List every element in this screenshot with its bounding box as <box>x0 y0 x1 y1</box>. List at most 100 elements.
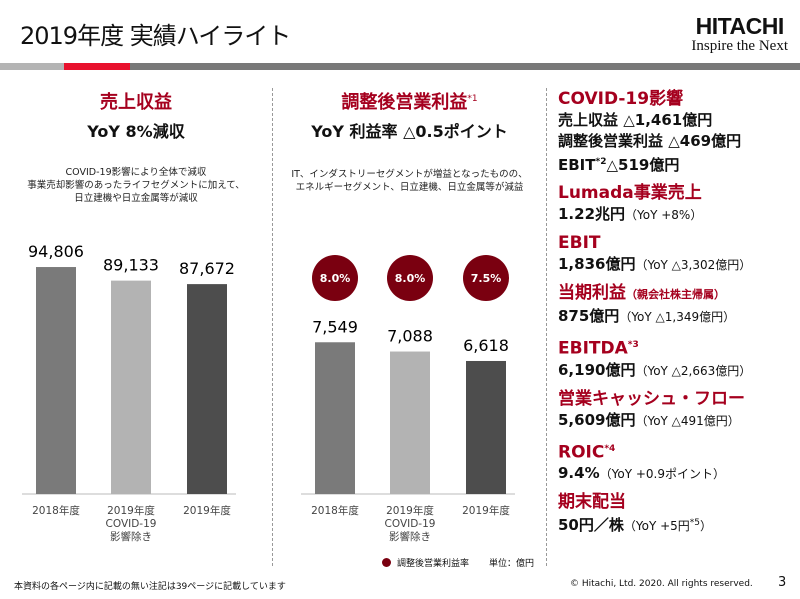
kpi-title: 営業キャッシュ・フロー <box>558 388 745 409</box>
kpi-value: 9.4%（YoY +0.9ポイント） <box>558 463 798 485</box>
kpi-value: 1.22兆円（YoY +8%） <box>558 204 798 226</box>
kpi-line: 売上収益 △1,461億円 <box>558 111 713 129</box>
t: △519億円 <box>606 156 680 174</box>
yoy: （YoY △3,302億円） <box>635 258 752 272</box>
category-label: COVID-19 <box>106 518 157 530</box>
t: 当期利益 <box>558 283 626 303</box>
bar <box>466 360 506 494</box>
footnote-mark: *3 <box>627 340 639 350</box>
t: EBITDA <box>558 338 628 359</box>
revenue-subheading: YoY 8%減収 <box>87 122 185 141</box>
category-label: 2019年度 <box>107 504 155 517</box>
v: 9.4% <box>558 464 600 483</box>
category-label: 影響除き <box>110 530 152 543</box>
kpi-title: EBIT <box>558 233 601 253</box>
divider <box>546 88 547 566</box>
category-label: 2019年度 <box>183 504 231 517</box>
hitachi-logo: HITACHI Inspire the Next <box>691 14 788 54</box>
revenue-note: COVID-19影響により全体で減収 事業売却影響のあったライフセグメントに加え… <box>0 166 272 205</box>
header-rule-red <box>64 63 130 70</box>
footer-note: 本資料の各ページ内に記載の無い注記は39ページに記載しています <box>14 582 286 592</box>
v: 1,836億円 <box>558 255 636 273</box>
v: 50円／株 <box>558 516 624 535</box>
kpi-title: EBITDA*3 <box>558 334 798 360</box>
yoy: （YoY △2,663億円） <box>635 363 752 378</box>
value-label: 87,672 <box>179 259 235 278</box>
value-label: 6,618 <box>463 336 509 355</box>
adj-op-income-note: IT、インダストリーセグメントが増益となったものの、 エネルギーセグメント、日立… <box>273 168 546 194</box>
bar <box>187 284 227 494</box>
category-label: 影響除き <box>389 530 431 543</box>
footnote-mark: *2 <box>595 157 607 167</box>
v: 6,190億円 <box>558 360 636 379</box>
value-label: 89,133 <box>103 256 159 275</box>
yoy: （YoY +5円*5） <box>623 518 713 534</box>
unit-label: 単位：億円 <box>489 559 535 569</box>
kpi-value: 1,836億円（YoY △3,302億円） <box>558 254 798 276</box>
page-number: 3 <box>778 575 787 590</box>
yoy: （YoY △1,349億円） <box>619 310 736 324</box>
heading-text: 調整後営業利益 <box>341 92 468 113</box>
logo-brand: HITACHI <box>695 13 785 39</box>
t: EBIT <box>558 156 596 174</box>
kpi-value: 875億円（YoY △1,349億円） <box>558 306 798 328</box>
note-line: 事業売却影響のあったライフセグメントに加えて、 <box>27 180 245 191</box>
t: （YoY +5円 <box>623 519 690 534</box>
t-small: （親会社株主帰属） <box>626 288 725 301</box>
bar <box>315 342 355 494</box>
value-label: 7,088 <box>387 327 433 346</box>
header-rule-gray <box>0 63 64 70</box>
legend-dot-icon <box>382 558 391 567</box>
yoy: （YoY △491億円） <box>635 413 740 428</box>
margin-circle <box>387 255 433 301</box>
category-label: COVID-19 <box>385 518 436 530</box>
kpi-line: EBIT*2△519億円 <box>558 152 798 176</box>
footnote-mark: *5 <box>689 518 701 529</box>
note-line: 日立建機や日立金属等が減収 <box>74 193 198 204</box>
adj-op-income-chart: 7,5492018年度8.0%7,0882019年度COVID-19影響除き8.… <box>301 255 515 543</box>
divider <box>272 88 273 566</box>
margin-label: 8.0% <box>320 272 351 285</box>
value-label: 7,549 <box>312 317 358 336</box>
category-label: 2018年度 <box>32 504 80 517</box>
kpi-line: 調整後営業利益 △469億円 <box>558 132 742 150</box>
copyright: © Hitachi, Ltd. 2020. All rights reserve… <box>570 579 753 589</box>
note-line: エネルギーセグメント、日立建機、日立金属等が減益 <box>295 182 524 193</box>
category-label: 2019年度 <box>386 504 434 517</box>
footnote-mark: *1 <box>467 94 478 104</box>
bar <box>36 267 76 494</box>
legend-label: 調整後営業利益率 <box>397 559 470 569</box>
kpi-list: COVID-19影響 売上収益 △1,461億円 調整後営業利益 △469億円 … <box>558 88 798 537</box>
bar <box>111 280 151 494</box>
margin-label: 7.5% <box>471 272 502 285</box>
v: 1.22兆円 <box>558 205 626 223</box>
note-line: COVID-19影響により全体で減収 <box>65 167 207 178</box>
footnote-mark: *4 <box>604 443 616 454</box>
bar <box>390 351 430 494</box>
v: 5,609億円 <box>558 410 636 429</box>
margin-label: 8.0% <box>395 272 426 285</box>
v: 875億円 <box>558 307 620 325</box>
kpi-value: 5,609億円（YoY △491億円） <box>558 410 798 432</box>
note-line: IT、インダストリーセグメントが増益となったものの、 <box>291 169 528 180</box>
t: ） <box>700 519 713 534</box>
adj-op-income-subheading: YoY 利益率 △0.5ポイント <box>311 122 508 141</box>
margin-circle <box>463 255 509 301</box>
value-label: 94,806 <box>28 242 84 261</box>
kpi-title: 期末配当 <box>558 492 626 513</box>
chart-legend: 調整後営業利益率 単位：億円 <box>382 556 534 569</box>
t: ROIC <box>558 442 605 463</box>
category-label: 2018年度 <box>311 504 359 517</box>
yoy: （YoY +8%） <box>625 208 703 222</box>
kpi-value: 50円／株（YoY +5円*5） <box>558 513 798 537</box>
logo-tagline: Inspire the Next <box>691 38 788 54</box>
revenue-heading: 売上収益 <box>100 92 172 113</box>
revenue-chart: 94,8062018年度89,1332019年度COVID-19影響除き87,6… <box>22 242 236 543</box>
adj-op-income-heading: 調整後営業利益*1 <box>273 88 546 114</box>
kpi-value: 6,190億円（YoY △2,663億円） <box>558 360 798 382</box>
header-rule-dark <box>130 63 800 70</box>
kpi-title: COVID-19影響 <box>558 89 684 109</box>
category-label: 2019年度 <box>462 504 510 517</box>
margin-circle <box>312 255 358 301</box>
kpi-title: Lumada事業売上 <box>558 183 702 203</box>
